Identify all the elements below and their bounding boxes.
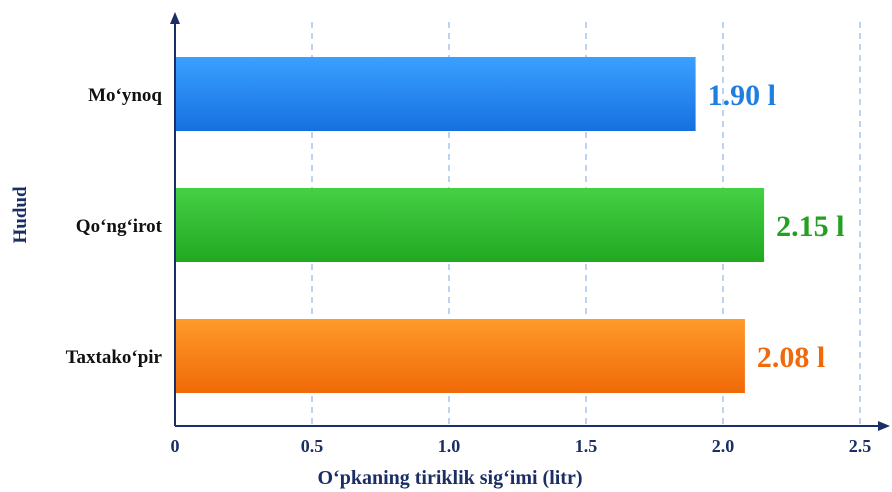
- x-tick-label: 1.5: [575, 436, 598, 456]
- category-label: Qo‘ng‘irot: [76, 216, 163, 237]
- value-label: 1.90 l: [708, 79, 776, 112]
- bars: [176, 57, 765, 393]
- category-labels: Mo‘ynoq Qo‘ng‘irot Taxtako‘pir: [66, 85, 163, 368]
- value-labels: 1.90 l 2.15 l 2.08 l: [708, 79, 845, 374]
- x-tick-label: 2.0: [712, 436, 735, 456]
- x-tick-label: 2.5: [849, 436, 872, 456]
- y-axis-title: Hudud: [10, 186, 31, 243]
- x-tick-label: 0: [171, 436, 180, 456]
- bar: [176, 319, 745, 393]
- category-label: Taxtako‘pir: [66, 347, 163, 368]
- x-tick-label: 1.0: [438, 436, 461, 456]
- value-label: 2.15 l: [776, 210, 844, 243]
- y-axis-arrow: [170, 12, 180, 24]
- x-axis-title: O‘pkaning tiriklik sig‘imi (litr): [317, 467, 582, 489]
- category-label: Mo‘ynoq: [88, 85, 162, 106]
- x-axis-arrow: [878, 421, 890, 431]
- x-tick-label: 0.5: [301, 436, 324, 456]
- bar: [176, 57, 696, 131]
- axes: [170, 12, 890, 431]
- value-label: 2.08 l: [757, 341, 825, 374]
- bar: [176, 188, 765, 262]
- x-tick-labels: 0 0.5 1.0 1.5 2.0 2.5: [171, 436, 872, 456]
